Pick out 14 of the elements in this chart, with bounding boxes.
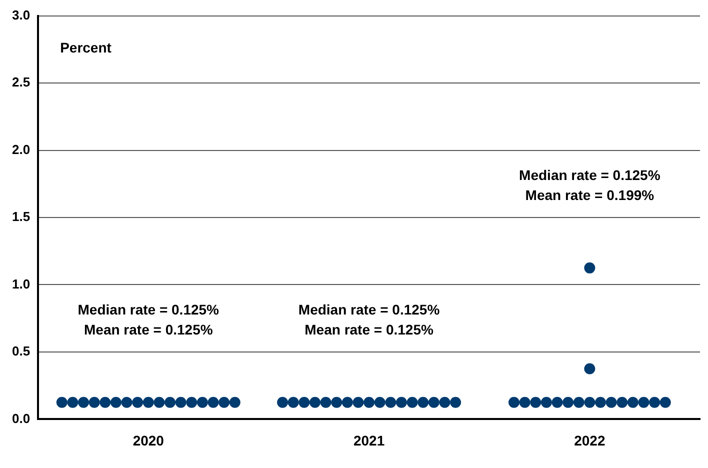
annotation: Median rate = 0.125% Mean rate = 0.125% bbox=[78, 301, 220, 338]
y-tick-label: 0.0 bbox=[12, 410, 30, 426]
y-tick-label: 3.0 bbox=[12, 7, 30, 22]
y-tick-label: 1.5 bbox=[12, 209, 30, 224]
x-tick-label: 2020 bbox=[132, 432, 164, 448]
y-axis-title: Percent bbox=[60, 40, 112, 56]
x-tick-label: 2021 bbox=[353, 432, 385, 448]
y-tick-label: 0.5 bbox=[12, 344, 30, 359]
annotation: Median rate = 0.125% Mean rate = 0.199% bbox=[519, 166, 661, 203]
y-tick-label: 2.5 bbox=[12, 74, 30, 90]
y-tick-label: 1.0 bbox=[12, 276, 30, 292]
annotation: Median rate = 0.125% Mean rate = 0.125% bbox=[298, 301, 440, 338]
y-tick-label: 2.0 bbox=[12, 142, 30, 157]
x-tick-label: 2022 bbox=[574, 432, 606, 448]
